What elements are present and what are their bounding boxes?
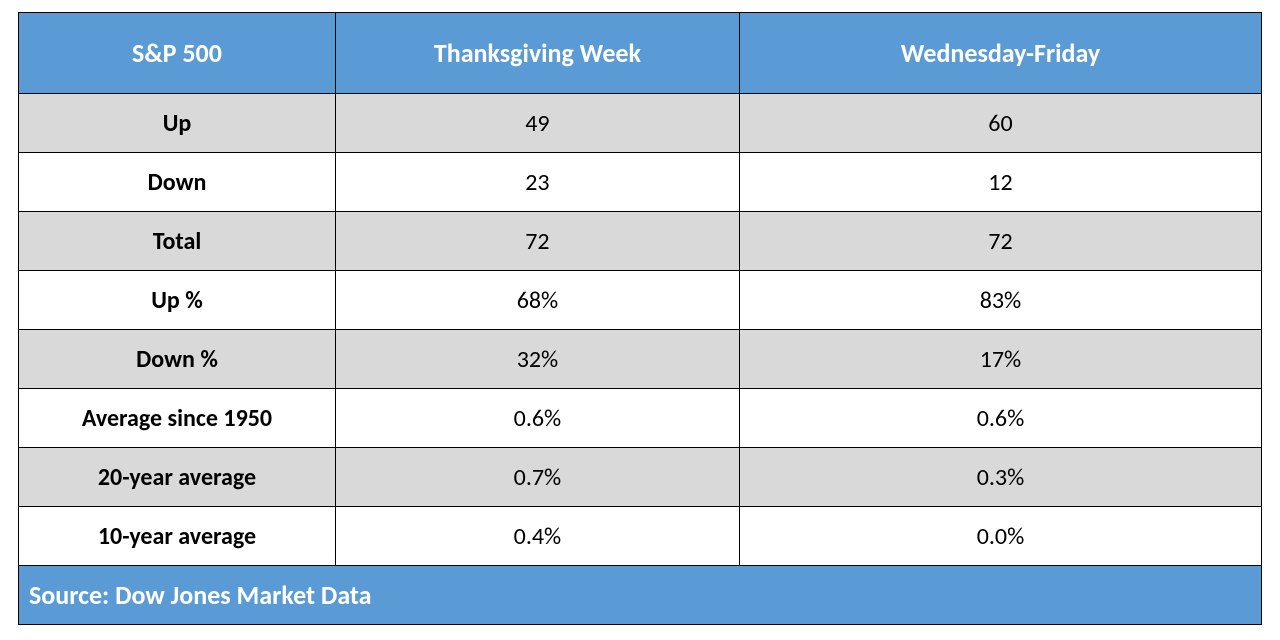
table-row: Total 72 72 bbox=[19, 212, 1262, 271]
table-row: Average since 1950 0.6% 0.6% bbox=[19, 389, 1262, 448]
header-tgweek: Thanksgiving Week bbox=[335, 13, 739, 94]
table-body: Up 49 60 Down 23 12 Total 72 72 Up % 68%… bbox=[19, 94, 1262, 566]
header-sp500: S&P 500 bbox=[19, 13, 336, 94]
cell-wedfri: 17% bbox=[739, 330, 1261, 389]
cell-wedfri: 0.3% bbox=[739, 448, 1261, 507]
cell-wedfri: 60 bbox=[739, 94, 1261, 153]
header-row: S&P 500 Thanksgiving Week Wednesday-Frid… bbox=[19, 13, 1262, 94]
cell-tgweek: 32% bbox=[335, 330, 739, 389]
cell-wedfri: 83% bbox=[739, 271, 1261, 330]
cell-tgweek: 49 bbox=[335, 94, 739, 153]
row-label: 10-year average bbox=[19, 507, 336, 566]
cell-tgweek: 0.6% bbox=[335, 389, 739, 448]
table-row: 20-year average 0.7% 0.3% bbox=[19, 448, 1262, 507]
table-row: Up 49 60 bbox=[19, 94, 1262, 153]
row-label: Total bbox=[19, 212, 336, 271]
row-label: Down % bbox=[19, 330, 336, 389]
header-wedfri: Wednesday-Friday bbox=[739, 13, 1261, 94]
table-row: Up % 68% 83% bbox=[19, 271, 1262, 330]
row-label: Down bbox=[19, 153, 336, 212]
cell-wedfri: 12 bbox=[739, 153, 1261, 212]
cell-tgweek: 0.7% bbox=[335, 448, 739, 507]
table-row: Down % 32% 17% bbox=[19, 330, 1262, 389]
table-row: 10-year average 0.4% 0.0% bbox=[19, 507, 1262, 566]
footer-row: Source: Dow Jones Market Data bbox=[19, 566, 1262, 625]
cell-tgweek: 23 bbox=[335, 153, 739, 212]
cell-wedfri: 0.0% bbox=[739, 507, 1261, 566]
cell-wedfri: 72 bbox=[739, 212, 1261, 271]
table-row: Down 23 12 bbox=[19, 153, 1262, 212]
row-label: 20-year average bbox=[19, 448, 336, 507]
sp500-thanksgiving-table: S&P 500 Thanksgiving Week Wednesday-Frid… bbox=[18, 12, 1262, 625]
cell-tgweek: 0.4% bbox=[335, 507, 739, 566]
cell-tgweek: 68% bbox=[335, 271, 739, 330]
row-label: Average since 1950 bbox=[19, 389, 336, 448]
cell-tgweek: 72 bbox=[335, 212, 739, 271]
footer-source: Source: Dow Jones Market Data bbox=[19, 566, 1262, 625]
row-label: Up % bbox=[19, 271, 336, 330]
row-label: Up bbox=[19, 94, 336, 153]
cell-wedfri: 0.6% bbox=[739, 389, 1261, 448]
